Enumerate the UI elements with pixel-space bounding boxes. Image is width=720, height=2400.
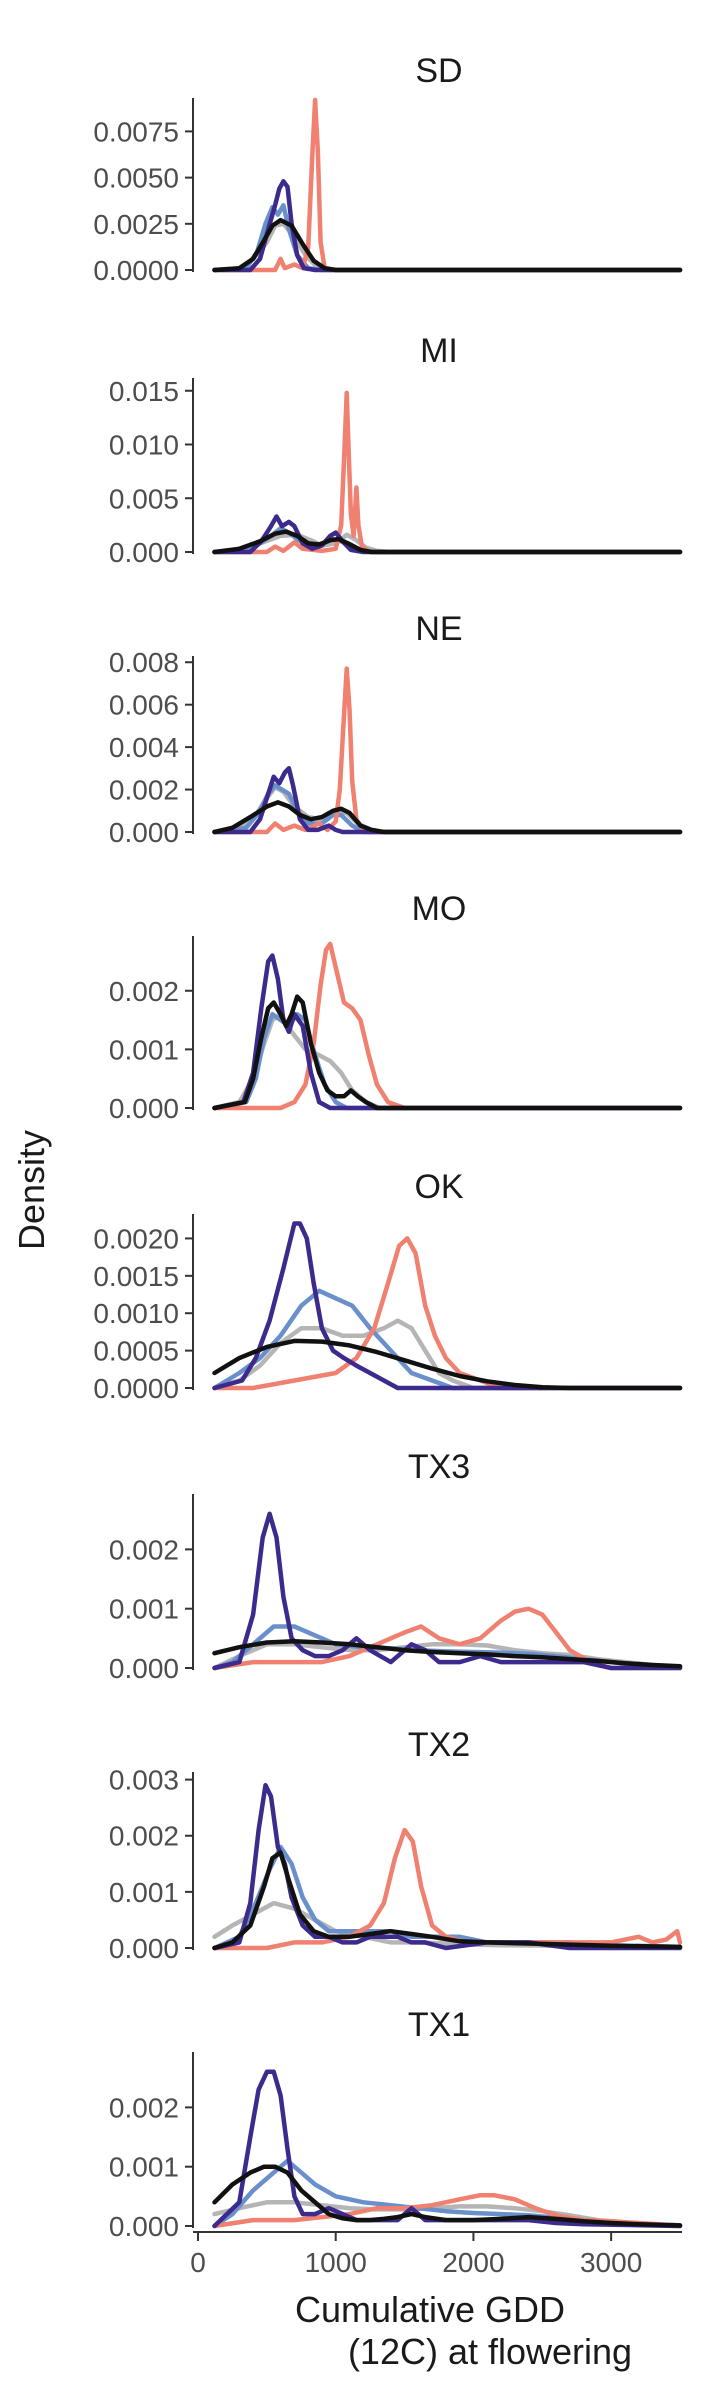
- x-tick-label: 2000: [442, 2247, 504, 2278]
- y-tick-label: 0.002: [109, 1821, 179, 1852]
- density-line-2: [212, 1288, 683, 1391]
- density-line-4: [212, 179, 683, 273]
- y-tick-label: 0.001: [109, 1877, 179, 1908]
- density-line-4: [212, 1221, 683, 1391]
- density-line-3: [212, 666, 683, 835]
- panel-tx2: TX2 0.000 0.001 0.002 0.003: [109, 1726, 683, 1964]
- y-tick-label: 0.000: [109, 537, 179, 568]
- density-line-2: [212, 783, 683, 835]
- density-line-5: [212, 1850, 683, 1951]
- y-tick-label: 0.003: [109, 1765, 179, 1796]
- panel-tx1: TX1 0.000 0.001 0.002: [109, 2006, 683, 2242]
- density-line-5: [212, 994, 683, 1111]
- y-tick-label: 0.000: [109, 2211, 179, 2242]
- density-line-4: [212, 766, 683, 835]
- y-tick-label: 0.002: [109, 775, 179, 806]
- y-tick-label: 0.001: [109, 1034, 179, 1065]
- x-tick-label: 3000: [580, 2247, 642, 2278]
- y-axis-title: Density: [11, 1130, 52, 1250]
- y-tick-label: 0.004: [109, 732, 179, 763]
- y-tick-label: 0.010: [109, 430, 179, 461]
- panel-title: MO: [412, 890, 467, 928]
- panel-title: TX1: [408, 2006, 470, 2044]
- density-line-3: [212, 390, 683, 555]
- density-line-5: [212, 217, 683, 273]
- y-tick-label: 0.008: [109, 647, 179, 678]
- density-line-5: [212, 800, 683, 835]
- density-line-3: [212, 97, 683, 273]
- panel-title: TX2: [408, 1726, 470, 1764]
- panel-ok: OK 0.0000 0.0005 0.0010 0.0015 0.0020: [93, 1168, 683, 1404]
- panel-title: OK: [414, 1168, 463, 1206]
- density-line-5: [212, 2164, 683, 2228]
- y-tick-label: 0.001: [109, 1594, 179, 1625]
- x-tick-label: 0: [190, 2247, 206, 2278]
- x-axis-title-line1: Cumulative GDD: [295, 2289, 565, 2330]
- density-line-4: [212, 953, 683, 1111]
- y-tick-label: 0.015: [109, 376, 179, 407]
- panel-mo: MO 0.000 0.001 0.002: [109, 890, 683, 1124]
- y-tick-label: 0.002: [109, 976, 179, 1007]
- y-tick-label: 0.000: [109, 1933, 179, 1964]
- y-tick-label: 0.000: [109, 1093, 179, 1124]
- density-line-3: [212, 941, 683, 1111]
- x-tick-label: 1000: [305, 2247, 367, 2278]
- y-tick-label: 0.005: [109, 483, 179, 514]
- density-line-3: [212, 1827, 683, 1951]
- y-tick-label: 0.0005: [93, 1336, 179, 1367]
- panel-mi: MI 0.000 0.005 0.010 0.015: [109, 332, 683, 568]
- y-tick-label: 0.002: [109, 2092, 179, 2123]
- panel-title: NE: [415, 610, 462, 648]
- y-tick-label: 0.0020: [93, 1223, 179, 1254]
- x-axis: 0 1000 2000 3000: [190, 2231, 682, 2278]
- panel-tx3: TX3 0.000 0.001 0.002: [109, 1448, 683, 1684]
- y-tick-label: 0.0050: [93, 163, 179, 194]
- panel-sd: SD 0.0000 0.0025 0.0050 0.0075: [93, 52, 683, 286]
- density-line-2: [212, 203, 683, 273]
- density-line-1: [212, 785, 683, 835]
- density-line-4: [212, 1782, 683, 1951]
- density-line-1: [212, 1642, 683, 1671]
- y-tick-label: 0.0010: [93, 1298, 179, 1329]
- density-line-1: [212, 1011, 683, 1111]
- y-tick-label: 0.0025: [93, 209, 179, 240]
- y-tick-label: 0.000: [109, 1653, 179, 1684]
- y-tick-label: 0.006: [109, 690, 179, 721]
- y-tick-label: 0.0000: [93, 1373, 179, 1404]
- density-line-5: [212, 1639, 683, 1669]
- density-line-5: [212, 1338, 683, 1391]
- y-tick-label: 0.001: [109, 2152, 179, 2183]
- density-line-3: [212, 1606, 683, 1671]
- density-line-2: [212, 1011, 683, 1111]
- y-tick-label: 0.002: [109, 1534, 179, 1565]
- x-axis-title-line2: (12C) at flowering: [348, 2331, 632, 2372]
- y-tick-label: 0.0015: [93, 1261, 179, 1292]
- panel-title: MI: [420, 332, 458, 370]
- density-line-5: [212, 529, 683, 555]
- y-tick-label: 0.000: [109, 817, 179, 848]
- panel-title: SD: [415, 52, 462, 90]
- panels: SD 0.0000 0.0025 0.0050 0.0075 MI 0.000 0.005 0.…: [93, 52, 683, 2242]
- panel-title: TX3: [408, 1448, 470, 1486]
- y-tick-label: 0.0075: [93, 116, 179, 147]
- panel-ne: NE 0.000 0.002 0.004 0.006 0.008: [109, 610, 683, 848]
- y-tick-label: 0.0000: [93, 255, 179, 286]
